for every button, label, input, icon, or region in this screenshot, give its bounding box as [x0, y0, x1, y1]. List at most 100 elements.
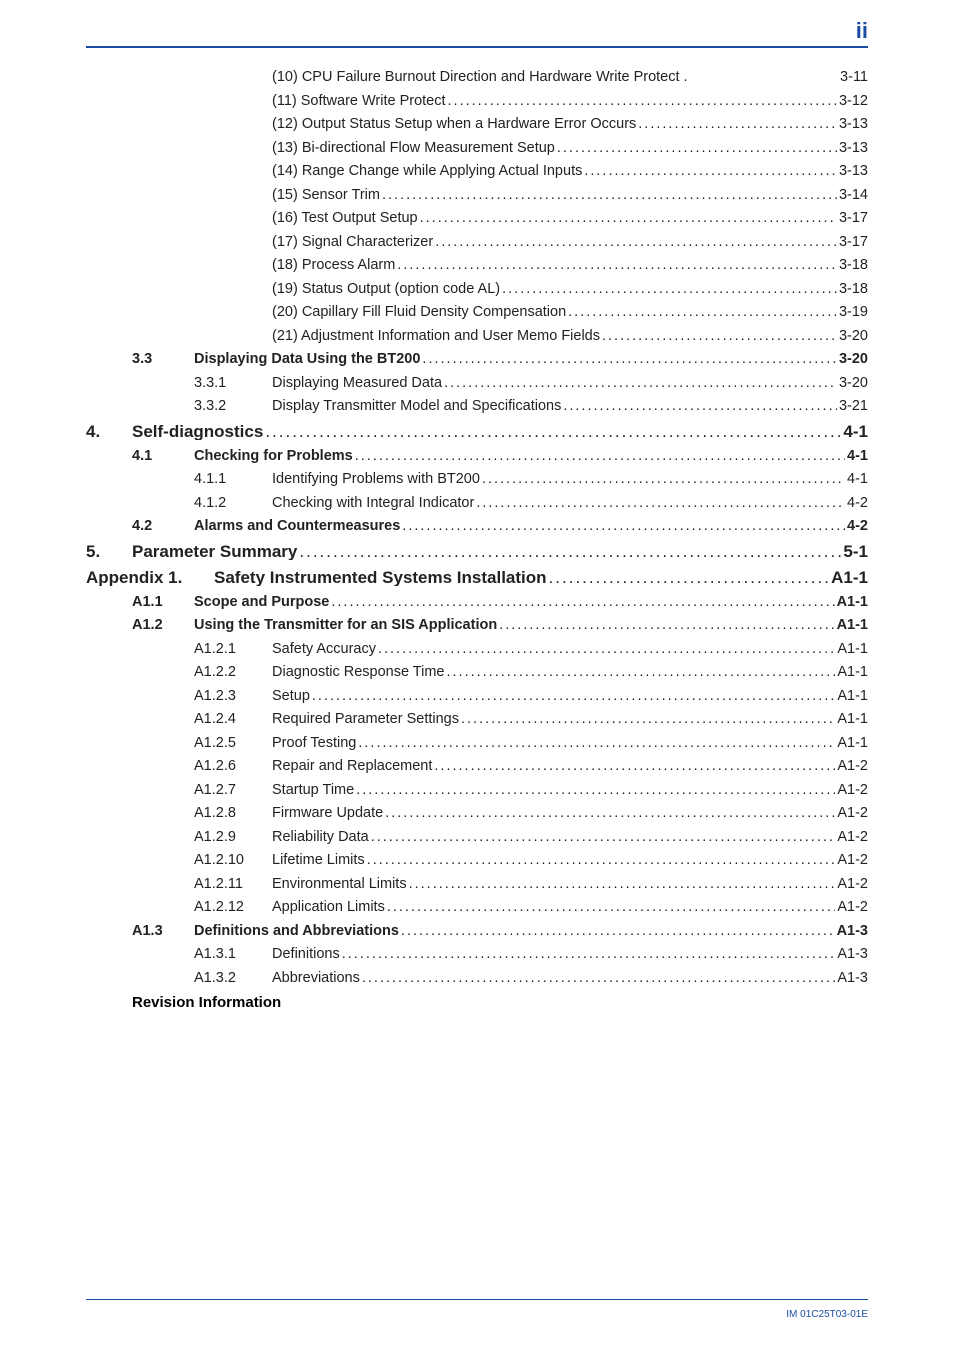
footer-rule [86, 1299, 868, 1300]
toc-page: A1-1 [835, 595, 868, 610]
toc-subnum: 4.1.2 [194, 496, 272, 511]
toc-page: 3-14 [837, 188, 868, 203]
revision-information-heading: Revision Information [86, 994, 868, 1011]
toc-row: (20) Capillary Fill Fluid Density Compen… [86, 305, 868, 320]
toc-page: 3-19 [837, 305, 868, 320]
toc-page: A1-2 [835, 806, 868, 821]
toc-label: Safety Instrumented Systems Installation [214, 569, 547, 586]
toc-label: Alarms and Countermeasures [194, 519, 400, 534]
toc-page: 3-20 [837, 329, 868, 344]
toc-page: A1-2 [835, 830, 868, 845]
toc-label: Environmental Limits [272, 877, 407, 892]
toc-subnum: A1.2.12 [194, 900, 272, 915]
toc-row: A1.2.11Environmental Limits A1-2 [86, 877, 868, 892]
toc-row: A1.2.10Lifetime LimitsA1-2 [86, 853, 868, 868]
leader-dots [418, 211, 837, 226]
toc-subnum: A1.3.1 [194, 947, 272, 962]
toc-secnum: A1.3 [132, 924, 194, 939]
toc-row: A1.2.8Firmware UpdateA1-2 [86, 806, 868, 821]
toc-row: A1.3.2AbbreviationsA1-3 [86, 971, 868, 986]
toc-page: A1-2 [835, 783, 868, 798]
toc-page: 3-12 [837, 94, 868, 109]
toc-row: A1.2.3SetupA1-1 [86, 689, 868, 704]
toc-row: (19) Status Output (option code AL)3-18 [86, 282, 868, 297]
toc-row: (12) Output Status Setup when a Hardware… [86, 117, 868, 132]
toc-secnum: 4.1 [132, 449, 194, 464]
toc-page: 3-13 [837, 164, 868, 179]
toc-page: 3-17 [837, 211, 868, 226]
toc-subnum: 3.3.1 [194, 376, 272, 391]
toc-row: Appendix 1.Safety Instrumented Systems I… [86, 569, 868, 586]
leader-dots [497, 618, 834, 633]
toc-row: A1.2.1Safety AccuracyA1-1 [86, 642, 868, 657]
toc-secnum: A1.1 [132, 595, 194, 610]
toc-row: (13) Bi-directional Flow Measurement Set… [86, 141, 868, 156]
toc-secnum: A1.2 [132, 618, 194, 633]
toc-label: (17) Signal Characterizer [272, 235, 433, 250]
toc-subnum: 3.3.2 [194, 399, 272, 414]
leader-dots [444, 665, 835, 680]
toc-label: Abbreviations [272, 971, 360, 986]
leader-dots [400, 519, 845, 534]
leader-dots [329, 595, 834, 610]
toc-row: (17) Signal Characterizer 3-17 [86, 235, 868, 250]
table-of-contents: (10) CPU Failure Burnout Direction and H… [86, 70, 868, 985]
toc-subnum: A1.2.10 [194, 853, 272, 868]
toc-row: (11) Software Write Protect3-12 [86, 94, 868, 109]
leader-dots [380, 188, 837, 203]
leader-dots [356, 736, 835, 751]
toc-label: Checking for Problems [194, 449, 353, 464]
toc-label: Reliability Data [272, 830, 369, 845]
toc-row: A1.2.2Diagnostic Response TimeA1-1 [86, 665, 868, 680]
toc-page: A1-2 [835, 877, 868, 892]
page-number: ii [856, 18, 868, 44]
toc-row: A1.1Scope and PurposeA1-1 [86, 595, 868, 610]
toc-row: A1.2.9Reliability DataA1-2 [86, 830, 868, 845]
toc-row: 5.Parameter Summary5-1 [86, 543, 868, 560]
leader-dots [432, 759, 835, 774]
leader-dots [385, 900, 836, 915]
toc-row: 3.3Displaying Data Using the BT2003-20 [86, 352, 868, 367]
toc-chnum: 4. [86, 423, 132, 440]
toc-subnum: A1.2.11 [194, 877, 272, 892]
leader-dots [354, 783, 835, 798]
toc-page: A1-1 [829, 569, 868, 586]
toc-subnum: 4.1.1 [194, 472, 272, 487]
leader-dots [500, 282, 837, 297]
leader-dots [459, 712, 835, 727]
leader-dots [420, 352, 837, 367]
toc-subnum: A1.2.6 [194, 759, 272, 774]
toc-row: 4.Self-diagnostics4-1 [86, 423, 868, 440]
toc-row: (14) Range Change while Applying Actual … [86, 164, 868, 179]
toc-page: 3-20 [837, 376, 868, 391]
toc-page: A1-2 [835, 759, 868, 774]
toc-label: Required Parameter Settings [272, 712, 459, 727]
toc-page: 3-11 [838, 70, 868, 85]
toc-label: (12) Output Status Setup when a Hardware… [272, 117, 636, 132]
leader-dots [369, 830, 836, 845]
toc-page: A1-3 [835, 947, 868, 962]
toc-row: A1.2.7Startup TimeA1-2 [86, 783, 868, 798]
leader-dots [600, 329, 837, 344]
toc-subnum: A1.2.5 [194, 736, 272, 751]
toc-label: Parameter Summary [132, 543, 297, 560]
toc-subnum: A1.2.3 [194, 689, 272, 704]
toc-subnum: A1.2.7 [194, 783, 272, 798]
toc-secnum: 3.3 [132, 352, 194, 367]
page: ii (10) CPU Failure Burnout Direction an… [0, 0, 954, 1350]
leader-dots [297, 543, 841, 560]
toc-row: A1.2Using the Transmitter for an SIS App… [86, 618, 868, 633]
toc-page: A1-1 [835, 665, 868, 680]
leader-dots [263, 423, 841, 440]
header-rule [86, 46, 868, 48]
toc-page: A1-1 [835, 642, 868, 657]
leader-dots [474, 496, 845, 511]
toc-page: A1-1 [835, 712, 868, 727]
toc-row: 3.3.2Display Transmitter Model and Speci… [86, 399, 868, 414]
leader-dots [399, 924, 835, 939]
toc-row: A1.3Definitions and AbbreviationsA1-3 [86, 924, 868, 939]
toc-page: 3-17 [837, 235, 868, 250]
leader-dots [395, 258, 837, 273]
toc-page: A1-1 [835, 618, 868, 633]
toc-page: A1-2 [835, 853, 868, 868]
